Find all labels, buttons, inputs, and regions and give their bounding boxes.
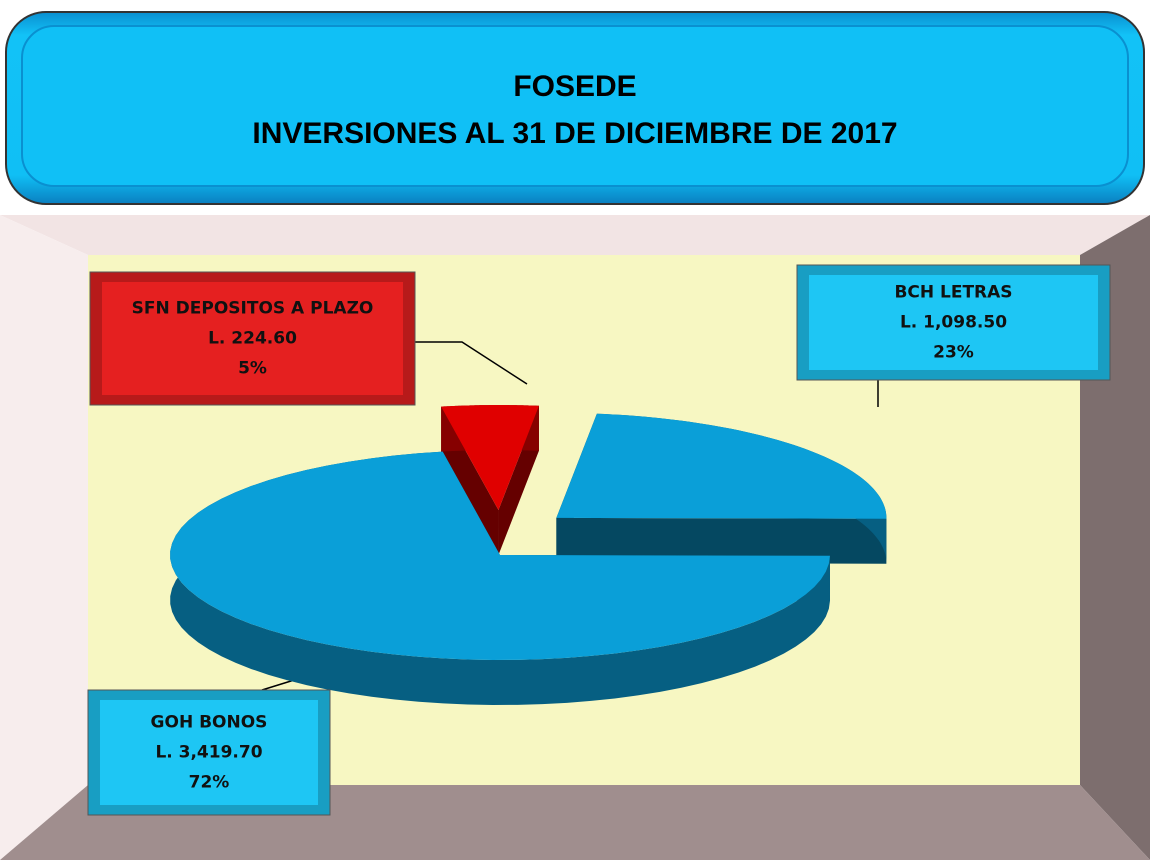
- frame-top: [0, 215, 1150, 255]
- labels: SFN DEPOSITOS A PLAZO L. 224.60 5% BCH LETR…: [87, 264, 1111, 816]
- chart-subtitle: INVERSIONES AL 31 DE DICIEMBRE DE 2017: [252, 117, 897, 150]
- label-percent: 72%: [189, 773, 230, 793]
- label-box-face: [100, 700, 318, 805]
- slice: [441, 405, 539, 511]
- label-box-face: [102, 282, 403, 395]
- frame-left: [0, 215, 88, 860]
- label-value: L. 1,098.50: [900, 313, 1007, 333]
- label-box-face: [809, 275, 1098, 370]
- chart-title: FOSEDE: [513, 70, 636, 103]
- label-percent: 23%: [933, 343, 974, 363]
- slice: [556, 413, 887, 519]
- pie: [170, 405, 887, 705]
- label-value: L. 3,419.70: [155, 743, 262, 763]
- label-category: BCH LETRAS: [894, 283, 1012, 303]
- slice-cut-face: [556, 517, 887, 564]
- leader-line: [415, 341, 528, 385]
- label-value: L. 224.60: [208, 329, 297, 349]
- label-percent: 5%: [238, 359, 267, 379]
- header-inner: [21, 25, 1129, 187]
- label-category: GOH BONOS: [151, 713, 268, 733]
- label-category: SFN DEPOSITOS A PLAZO: [132, 299, 374, 319]
- slice: [170, 451, 830, 660]
